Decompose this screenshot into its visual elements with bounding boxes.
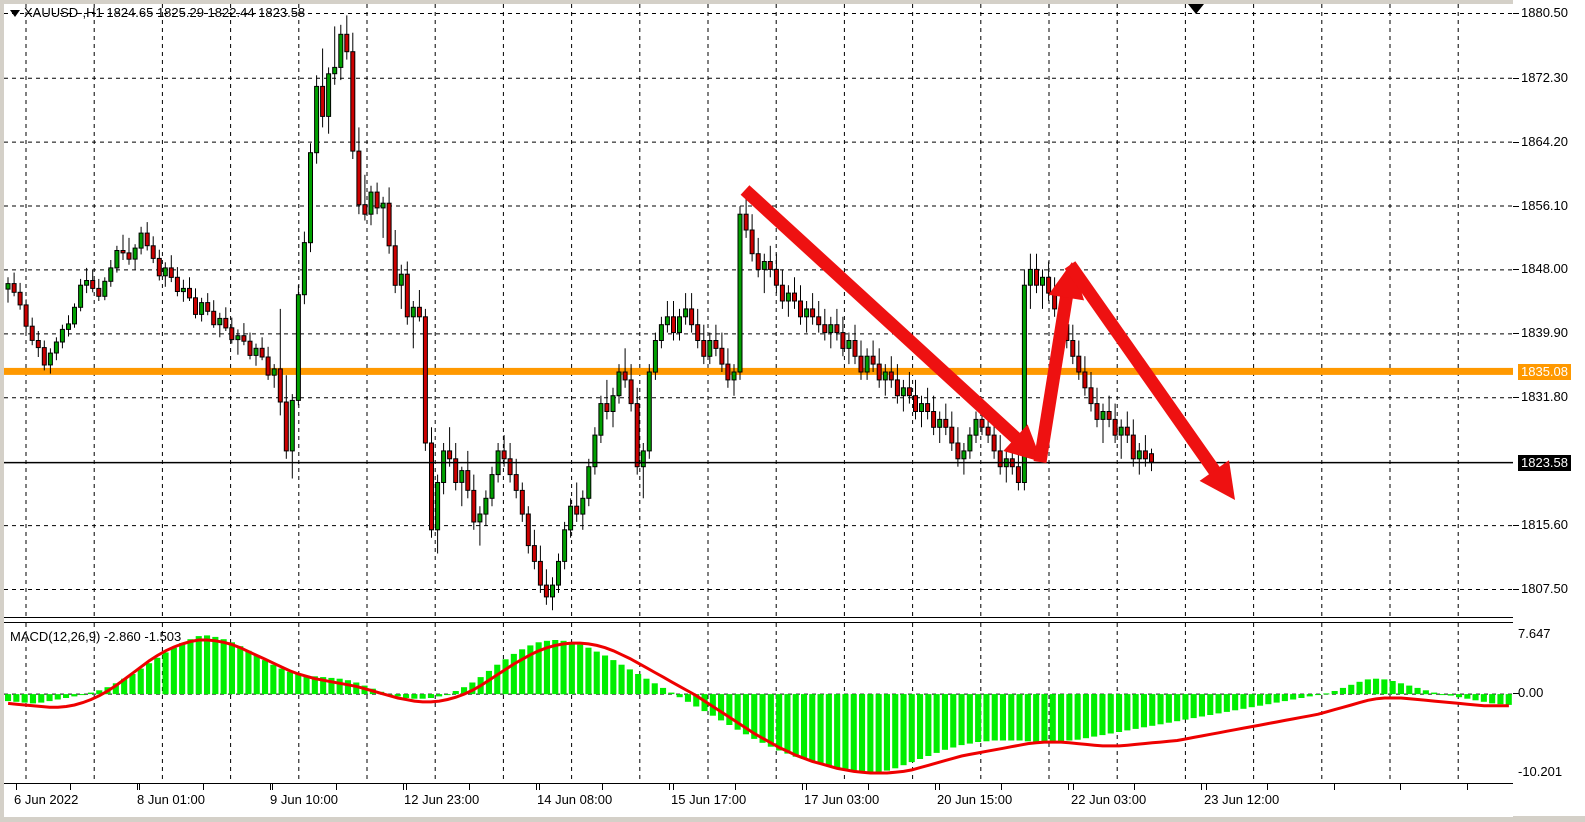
price-tick-label: 1848.00 [1521,261,1568,277]
chart-symbol-header: XAUUSD-,H1 1824.65 1825.29 1822.44 1823.… [10,5,305,20]
time-tick-label: 8 Jun 01:00 [137,792,205,807]
macd-label-text: MACD(12,26,9) -2.860 -1.503 [10,629,182,644]
macd-tick-label: 0.00 [1518,685,1544,701]
price-tick-label: 1864.20 [1521,133,1568,149]
price-axis[interactable]: 1880.50 1872.30 1864.20 1856.10 1848.00 1839.… [1513,0,1585,816]
window-bottom-border [0,816,1585,822]
candlestick-series [5,15,1154,611]
macd-histogram-series [5,635,1512,773]
price-tick-label: 1815.60 [1521,517,1568,533]
chart-symbol-text: XAUUSD-,H1 1824.65 1825.29 1822.44 1823.… [24,5,306,20]
downtrend-arrow-3 [1064,261,1235,500]
rebound-arrow-2 [1033,262,1085,464]
time-tick-label: 20 Jun 15:00 [937,792,1013,807]
macd-indicator-pane[interactable] [4,622,1514,784]
price-tick-label: 1839.90 [1521,325,1568,341]
downtrend-arrow-1 [740,185,1042,462]
price-level-label[interactable]: 1835.08 [1518,364,1571,381]
time-tick-label: 6 Jun 2022 [14,792,79,807]
time-tick-label: 22 Jun 03:00 [1071,792,1147,807]
price-tick-label: 1880.50 [1521,5,1568,20]
macd-label: MACD(12,26,9) -2.860 -1.503 [10,629,181,644]
time-tick-label: 15 Jun 17:00 [671,792,747,807]
window-left-border [0,0,4,822]
macd-tick-label: -10.201 [1518,764,1563,779]
time-tick-label: 17 Jun 03:00 [804,792,880,807]
price-tick-label: 1831.80 [1521,389,1568,405]
time-tick-label: 12 Jun 23:00 [404,792,480,807]
price-tick-label: 1807.50 [1521,581,1568,596]
price-tick-label: 1872.30 [1521,69,1568,85]
price-tick-label: 1856.10 [1521,197,1568,213]
macd-chart-canvas [4,623,1513,783]
price-chart-canvas [4,4,1513,617]
macd-tick-label: 7.647 [1518,626,1551,641]
price-chart-pane[interactable] [4,4,1514,618]
time-tick-label: 9 Jun 10:00 [270,792,338,807]
chart-top-marker-icon [1188,4,1204,14]
triangle-down-icon[interactable] [10,10,20,18]
macd-signal-line [7,638,1509,775]
time-axis[interactable]: 6 Jun 2022 8 Jun 01:00 9 Jun 10:00 12 Jun 2… [4,783,1513,817]
time-tick-label: 14 Jun 08:00 [537,792,613,807]
current-price-label: 1823.58 [1518,455,1571,472]
time-tick-label: 23 Jun 12:00 [1204,792,1280,807]
window-top-border [0,0,1585,4]
